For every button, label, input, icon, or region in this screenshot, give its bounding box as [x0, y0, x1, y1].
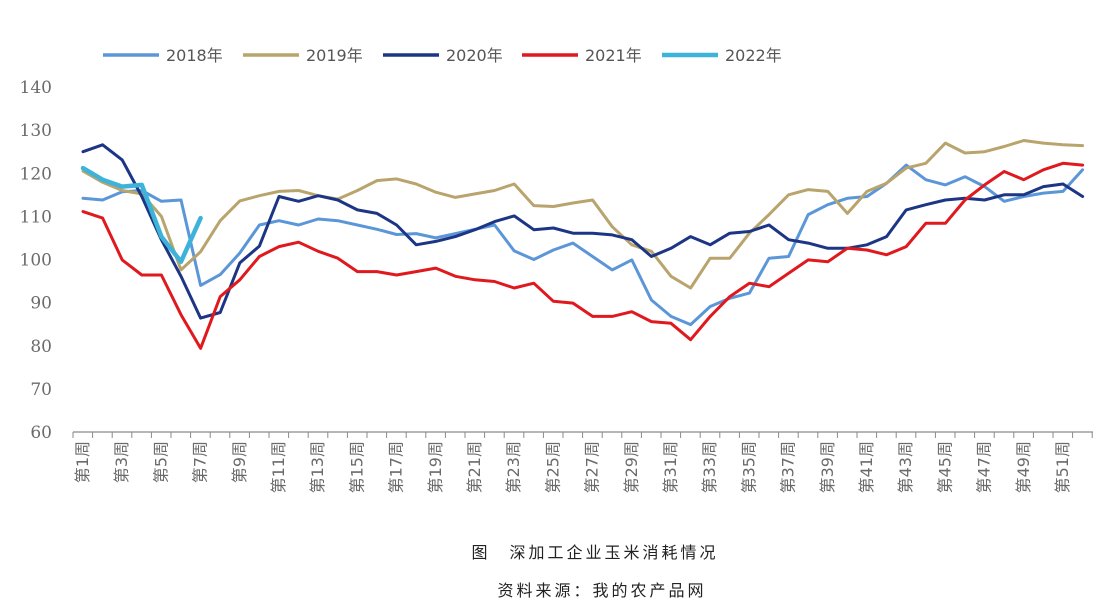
- series-line-2021: [81, 161, 1085, 350]
- y-tick-label: 60: [30, 423, 52, 443]
- x-tick-label: 第15周: [347, 441, 366, 493]
- legend-label: 2018年: [166, 46, 223, 65]
- y-tick-label: 90: [30, 294, 52, 314]
- chart-source: 资料来源：我的农产品网: [497, 581, 706, 600]
- x-tick-label: 第7周: [191, 441, 210, 483]
- series-line-2022: [80, 165, 203, 264]
- x-tick-label: 第3周: [112, 441, 131, 483]
- x-tick-label: 第47周: [975, 441, 994, 493]
- series-lines: [80, 139, 1085, 350]
- x-tick-label: 第13周: [308, 441, 327, 493]
- y-axis: 60 70 80 90 100 110 120 130 140: [20, 78, 52, 443]
- x-tick-label: 第1周: [73, 441, 92, 483]
- chart-caption: 图 深加工企业玉米消耗情况: [471, 543, 718, 562]
- x-tick-label: 第33周: [700, 441, 719, 493]
- x-tick-label: 第27周: [583, 441, 602, 493]
- x-tick-label: 第25周: [543, 441, 562, 493]
- x-tick-label: 第17周: [387, 441, 406, 493]
- series-line-2019: [81, 139, 1085, 290]
- x-tick-label: 第29周: [622, 441, 641, 493]
- legend-label: 2019年: [306, 46, 363, 65]
- legend: 2018年 2019年 2020年 2021年 2022年: [103, 46, 782, 65]
- x-tick-label: 第37周: [779, 441, 798, 493]
- legend-label: 2021年: [585, 46, 642, 65]
- y-tick-label: 110: [20, 207, 52, 227]
- y-tick-label: 70: [30, 380, 52, 400]
- x-tick-label: 第23周: [504, 441, 523, 493]
- x-tick-label: 第35周: [739, 441, 758, 493]
- y-tick-label: 100: [20, 251, 52, 271]
- x-tick-label: 第45周: [935, 441, 954, 493]
- series-line-2018: [81, 163, 1085, 327]
- legend-label: 2022年: [725, 46, 782, 65]
- x-tick-label: 第5周: [151, 441, 170, 483]
- legend-item: 2018年: [103, 46, 223, 65]
- x-tick-label: 第49周: [1014, 441, 1033, 493]
- x-tick-label: 第41周: [857, 441, 876, 493]
- x-axis: 第1周 第3周 第5周 第7周 第9周 第11周 第13周 第15周 第17周 第19周 第21周 第…: [72, 431, 1093, 493]
- legend-item: 2019年: [243, 46, 363, 65]
- legend-item: 2020年: [383, 46, 503, 65]
- x-tick-label: 第9周: [230, 441, 249, 483]
- y-tick-label: 140: [20, 78, 52, 98]
- x-tick-label: 第51周: [1053, 441, 1072, 493]
- legend-item: 2021年: [522, 46, 642, 65]
- x-tick-label: 第19周: [426, 441, 445, 493]
- y-tick-label: 130: [20, 121, 52, 141]
- y-tick-label: 120: [20, 164, 52, 184]
- y-tick-label: 80: [30, 337, 52, 357]
- series-line-2020: [81, 143, 1085, 320]
- x-tick-label: 第39周: [818, 441, 837, 493]
- x-tick-label: 第31周: [661, 441, 680, 493]
- x-tick-label: 第43周: [896, 441, 915, 493]
- x-tick-label: 第11周: [269, 441, 288, 493]
- legend-label: 2020年: [446, 46, 503, 65]
- x-tick-label: 第21周: [465, 441, 484, 493]
- legend-item: 2022年: [662, 46, 782, 65]
